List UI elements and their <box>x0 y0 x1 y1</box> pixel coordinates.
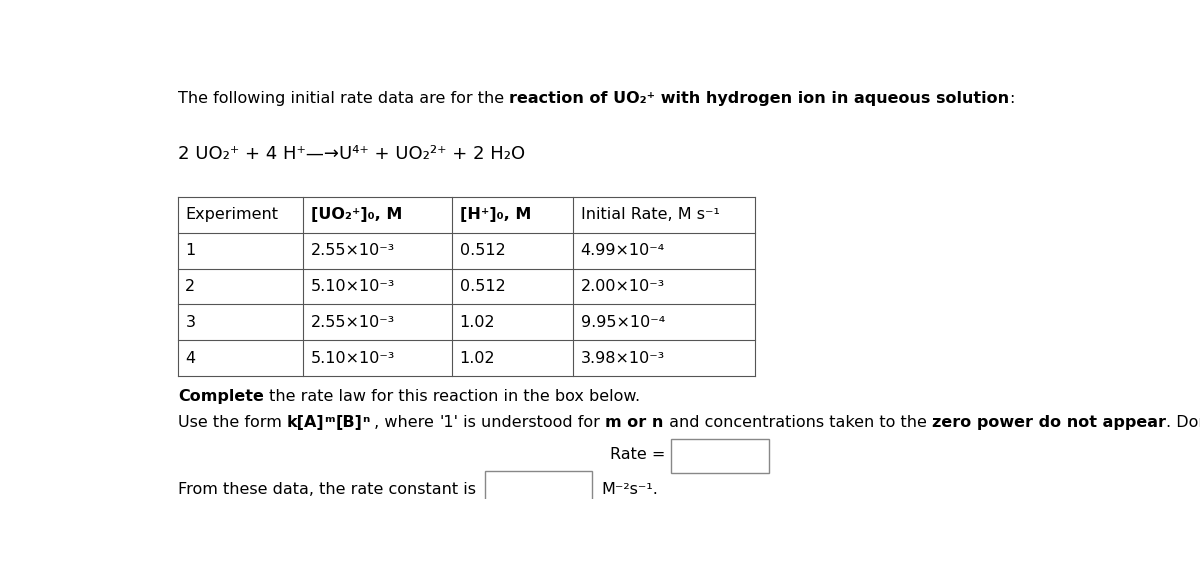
Text: ᵐ: ᵐ <box>324 415 335 430</box>
Text: 5.10×10⁻³: 5.10×10⁻³ <box>311 351 395 366</box>
Text: '1': '1' <box>439 415 458 430</box>
Text: M⁻²s⁻¹.: M⁻²s⁻¹. <box>601 482 659 497</box>
Text: the rate law for this reaction in the box below.: the rate law for this reaction in the bo… <box>264 389 640 404</box>
Text: is understood for: is understood for <box>458 415 605 430</box>
FancyBboxPatch shape <box>671 439 768 473</box>
Text: 4: 4 <box>185 351 196 366</box>
Text: ⁿ: ⁿ <box>362 415 370 430</box>
Text: 2 UO₂⁺ + 4 H⁺—→U⁴⁺ + UO₂²⁺ + 2 H₂O: 2 UO₂⁺ + 4 H⁺—→U⁴⁺ + UO₂²⁺ + 2 H₂O <box>178 145 526 163</box>
FancyBboxPatch shape <box>485 471 592 502</box>
Text: and concentrations taken to the: and concentrations taken to the <box>664 415 931 430</box>
Text: The following initial rate data are for the: The following initial rate data are for … <box>178 91 509 106</box>
Text: Rate =: Rate = <box>611 448 671 462</box>
Text: 1: 1 <box>185 243 196 258</box>
Text: 3: 3 <box>185 315 196 330</box>
Text: 2.55×10⁻³: 2.55×10⁻³ <box>311 315 395 330</box>
Text: zero power do not appear: zero power do not appear <box>931 415 1165 430</box>
Text: Complete: Complete <box>178 389 264 404</box>
Text: [UO₂⁺]₀, M: [UO₂⁺]₀, M <box>311 208 402 222</box>
Text: k[A]: k[A] <box>287 415 324 430</box>
Text: 1.02: 1.02 <box>460 315 496 330</box>
Text: 0.512: 0.512 <box>460 279 505 294</box>
Text: 3.98×10⁻³: 3.98×10⁻³ <box>581 351 665 366</box>
Text: 2: 2 <box>185 279 196 294</box>
Text: [B]: [B] <box>335 415 362 430</box>
Text: 2.00×10⁻³: 2.00×10⁻³ <box>581 279 665 294</box>
Text: . Don't enter 1 for m or n.: . Don't enter 1 for m or n. <box>1165 415 1200 430</box>
Text: [H⁺]₀, M: [H⁺]₀, M <box>460 208 532 222</box>
Text: reaction of UO₂⁺ with hydrogen ion in aqueous solution: reaction of UO₂⁺ with hydrogen ion in aq… <box>509 91 1009 106</box>
Text: m or n: m or n <box>605 415 664 430</box>
Text: Experiment: Experiment <box>185 208 278 222</box>
Text: 4.99×10⁻⁴: 4.99×10⁻⁴ <box>581 243 665 258</box>
Text: 5.10×10⁻³: 5.10×10⁻³ <box>311 279 395 294</box>
Text: From these data, the rate constant is: From these data, the rate constant is <box>178 482 476 497</box>
Text: Initial Rate, M s⁻¹: Initial Rate, M s⁻¹ <box>581 208 720 222</box>
Text: :: : <box>1009 91 1015 106</box>
Text: 0.512: 0.512 <box>460 243 505 258</box>
Text: , where: , where <box>370 415 439 430</box>
Text: 2.55×10⁻³: 2.55×10⁻³ <box>311 243 395 258</box>
Text: 1.02: 1.02 <box>460 351 496 366</box>
Text: Use the form: Use the form <box>178 415 287 430</box>
Text: 9.95×10⁻⁴: 9.95×10⁻⁴ <box>581 315 665 330</box>
